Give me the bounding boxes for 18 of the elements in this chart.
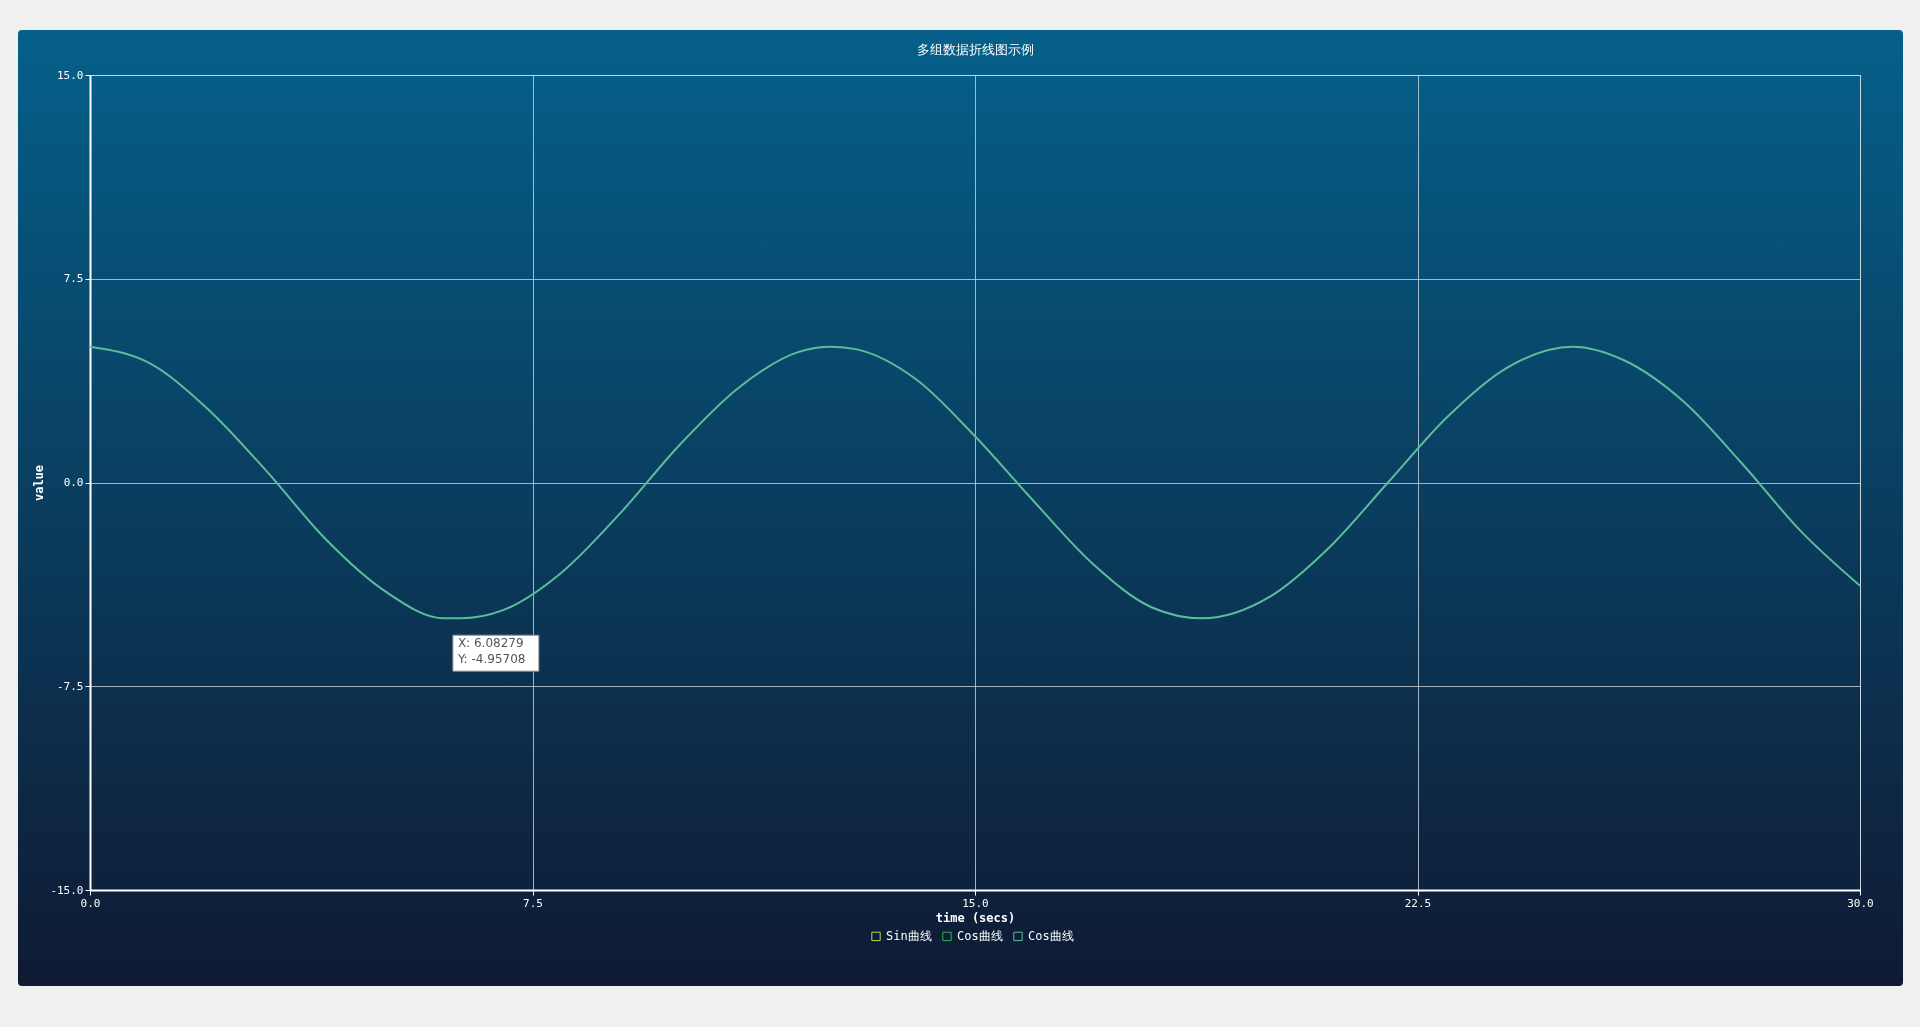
y-tick-label: 7.5 [63,272,84,286]
annotation: X: 6.08279 Y: -4.95708 [456,636,526,667]
y-tick-label: -7.5 [57,679,84,693]
x-tick-label: 7.5 [523,896,543,910]
y-tick-label: 0.0 [63,476,84,489]
x-axis-title: time (secs) [935,910,1016,925]
x-tick-label: 30.0 [1847,896,1874,910]
x-tick-label: 15.0 [962,896,989,910]
x-tick-label: 0.0 [80,896,101,910]
y-tick-label: 15.0 [57,68,84,82]
y-tick-label: -15.0 [50,883,84,897]
chart-title: 多组数据折线图示例 [916,42,1034,57]
line-series [89,345,1861,620]
legend-label: Sin曲线 [886,929,932,944]
legend-label: Cos曲线 [1028,929,1074,944]
y-axis-title: value [32,464,47,502]
legend-label: Cos曲线 [957,929,1003,944]
x-tick-label: 22.5 [1404,896,1432,910]
